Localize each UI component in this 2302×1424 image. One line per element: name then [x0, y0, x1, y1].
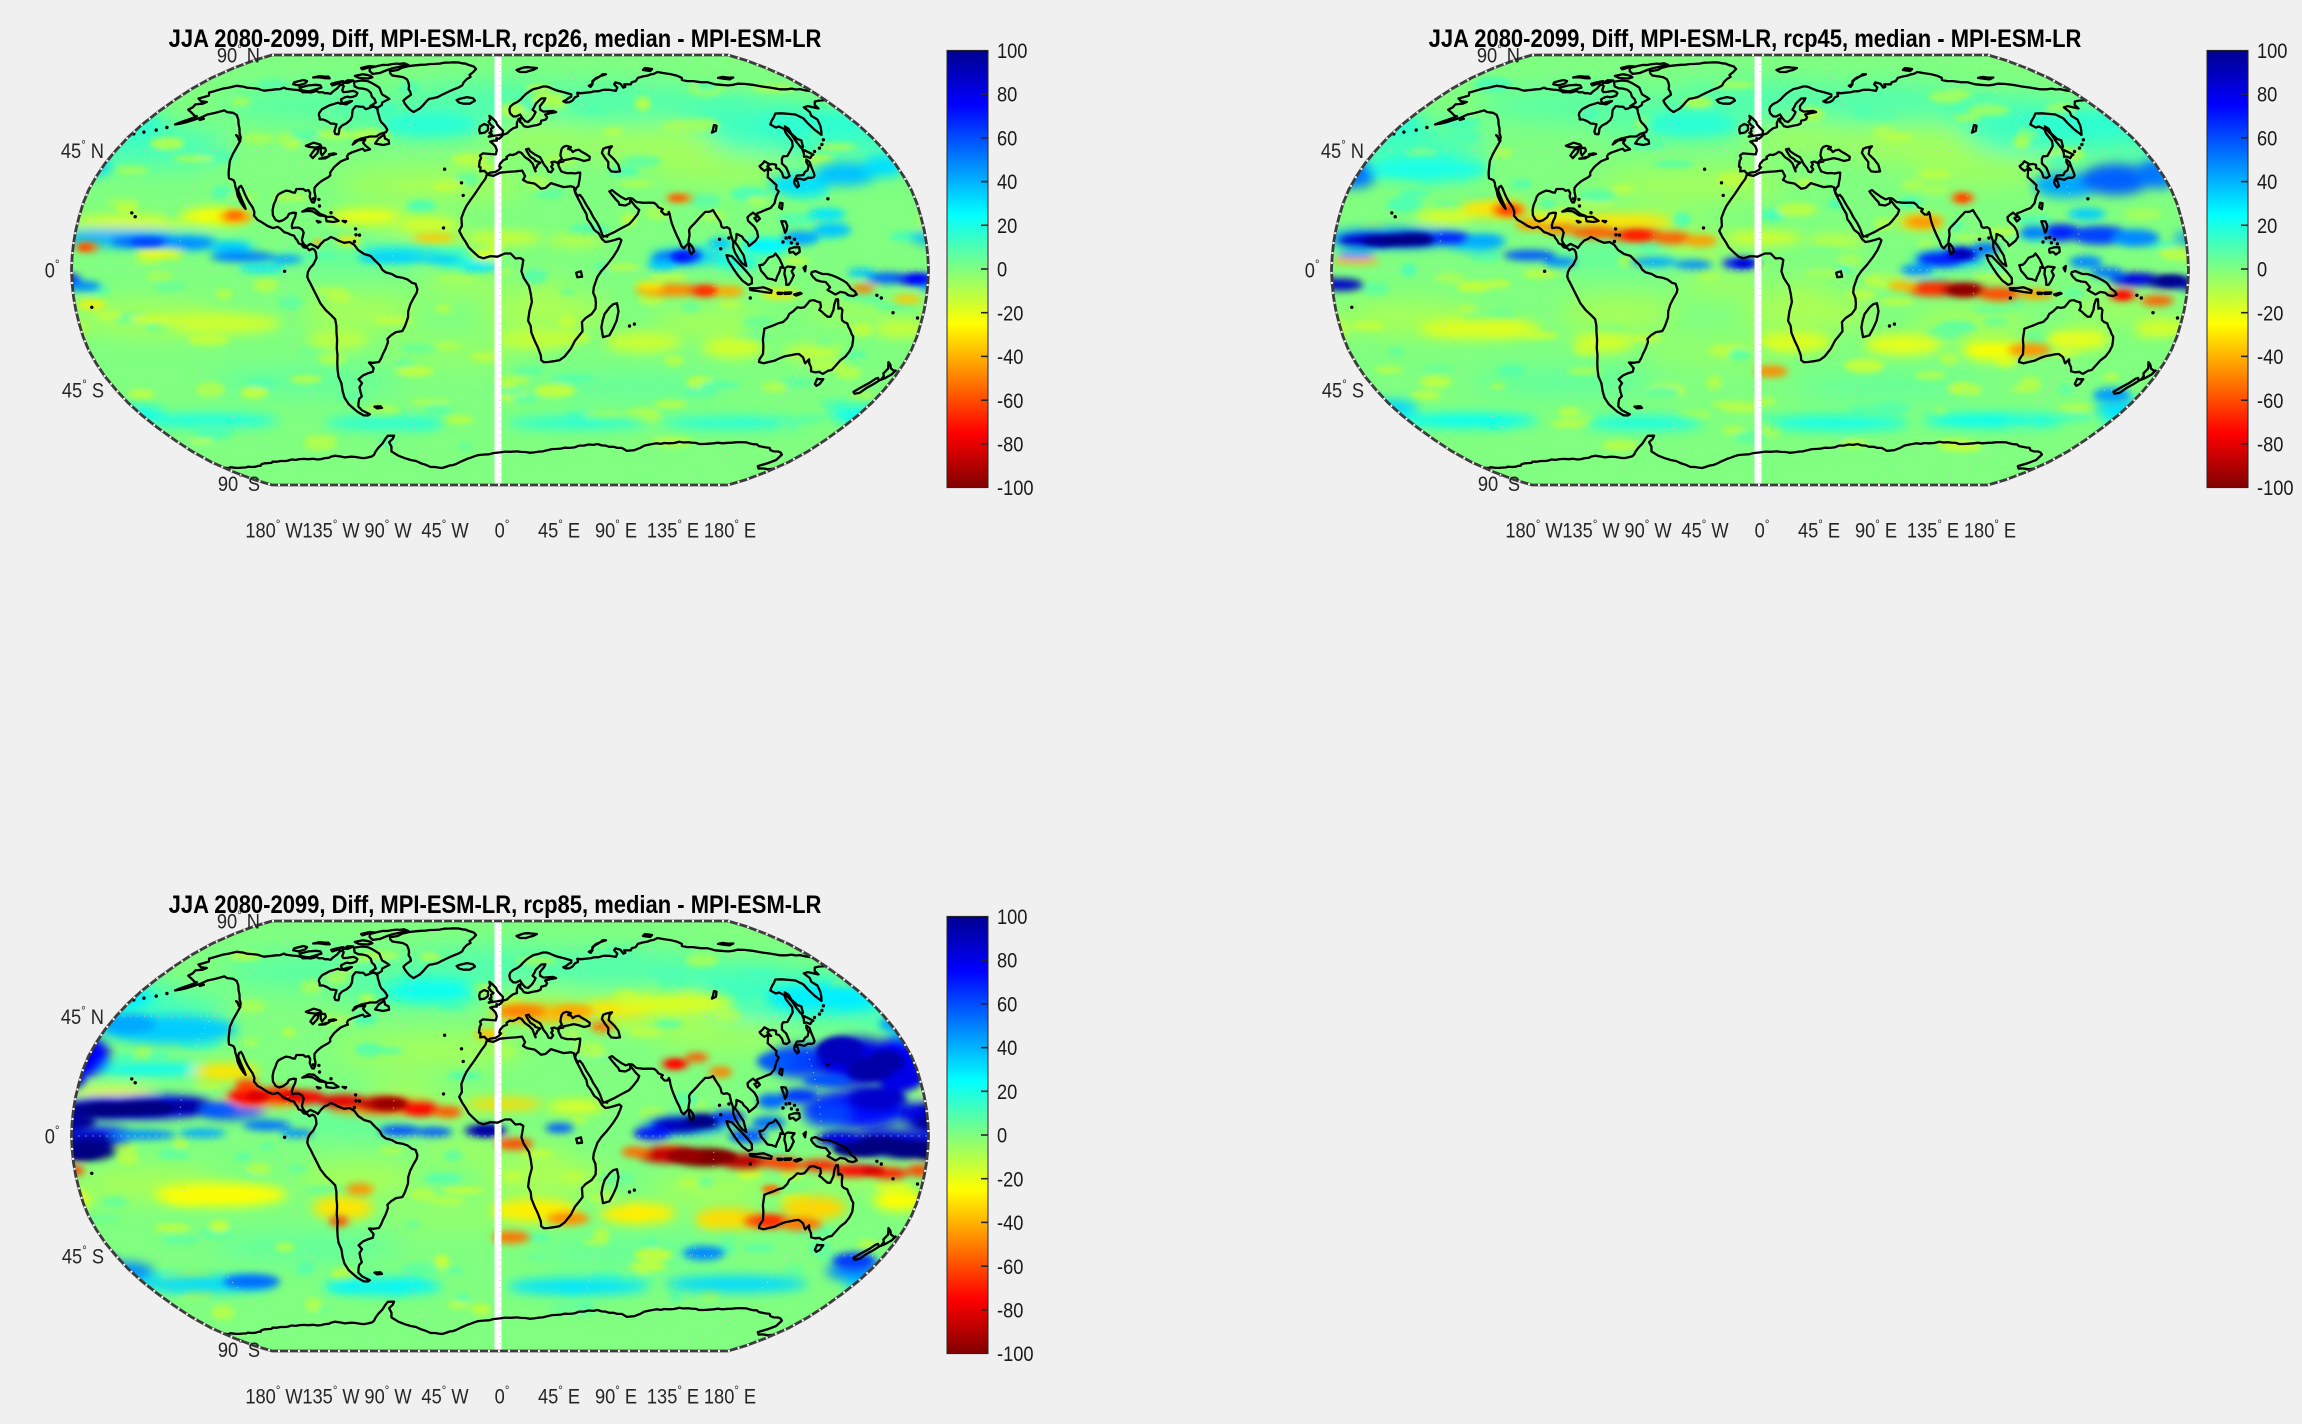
svg-text:90° S: 90° S: [218, 1336, 260, 1362]
svg-text:100: 100: [2257, 40, 2288, 63]
svg-text:90° E: 90° E: [595, 1383, 637, 1409]
svg-text:-100: -100: [997, 477, 1034, 500]
svg-text:-40: -40: [2257, 346, 2283, 369]
svg-text:45° E: 45° E: [1798, 517, 1840, 543]
svg-text:135° W: 135° W: [1562, 517, 1620, 543]
svg-text:-80: -80: [2257, 433, 2283, 456]
svg-text:135° W: 135° W: [302, 1383, 360, 1409]
svg-text:JJA 2080-2099, Diff, MPI-ESM-L: JJA 2080-2099, Diff, MPI-ESM-LR, rcp45, …: [1429, 25, 2082, 53]
svg-text:45° N: 45° N: [61, 1003, 104, 1029]
svg-text:45° N: 45° N: [61, 137, 104, 163]
svg-text:90° S: 90° S: [1478, 470, 1520, 496]
svg-text:80: 80: [2257, 84, 2277, 107]
svg-text:45° E: 45° E: [538, 1383, 580, 1409]
svg-text:-40: -40: [997, 1212, 1023, 1235]
svg-text:180° W: 180° W: [245, 517, 303, 543]
svg-text:0: 0: [997, 258, 1007, 281]
svg-text:45° S: 45° S: [62, 1243, 104, 1269]
svg-text:80: 80: [997, 950, 1017, 973]
svg-text:60: 60: [2257, 127, 2277, 150]
svg-text:0°: 0°: [1755, 517, 1770, 543]
svg-text:0: 0: [2257, 258, 2267, 281]
svg-text:90° N: 90° N: [1477, 42, 1520, 68]
svg-text:90° N: 90° N: [217, 908, 260, 934]
svg-text:90° W: 90° W: [1624, 517, 1672, 543]
svg-text:80: 80: [997, 84, 1017, 107]
svg-text:45° N: 45° N: [1321, 137, 1364, 163]
svg-text:180° E: 180° E: [1964, 517, 2016, 543]
svg-text:90° W: 90° W: [364, 517, 412, 543]
svg-text:90° W: 90° W: [364, 1383, 412, 1409]
svg-text:90° E: 90° E: [595, 517, 637, 543]
svg-text:0°: 0°: [495, 1383, 510, 1409]
svg-text:20: 20: [997, 1081, 1017, 1104]
svg-text:0°: 0°: [45, 1123, 60, 1149]
svg-text:135° E: 135° E: [647, 517, 699, 543]
svg-text:40: 40: [997, 1037, 1017, 1060]
svg-text:0: 0: [997, 1124, 1007, 1147]
svg-text:-100: -100: [2257, 477, 2294, 500]
svg-text:20: 20: [2257, 215, 2277, 238]
svg-text:45° S: 45° S: [1322, 377, 1364, 403]
svg-text:180° E: 180° E: [704, 1383, 756, 1409]
svg-text:100: 100: [997, 40, 1028, 63]
svg-text:40: 40: [2257, 171, 2277, 194]
svg-text:0°: 0°: [1305, 257, 1320, 283]
svg-text:-60: -60: [2257, 390, 2283, 413]
svg-text:45° W: 45° W: [421, 517, 469, 543]
svg-text:40: 40: [997, 171, 1017, 194]
svg-text:-20: -20: [2257, 302, 2283, 325]
svg-text:-40: -40: [997, 346, 1023, 369]
svg-text:JJA 2080-2099, Diff, MPI-ESM-L: JJA 2080-2099, Diff, MPI-ESM-LR, rcp85, …: [169, 891, 822, 919]
svg-text:135° W: 135° W: [302, 517, 360, 543]
svg-text:20: 20: [997, 215, 1017, 238]
svg-text:0°: 0°: [45, 257, 60, 283]
svg-text:-20: -20: [997, 302, 1023, 325]
svg-text:-60: -60: [997, 390, 1023, 413]
svg-text:45° E: 45° E: [538, 517, 580, 543]
svg-text:0°: 0°: [495, 517, 510, 543]
svg-text:60: 60: [997, 127, 1017, 150]
svg-text:-80: -80: [997, 1299, 1023, 1322]
svg-text:45° W: 45° W: [1681, 517, 1729, 543]
svg-text:135° E: 135° E: [647, 1383, 699, 1409]
svg-text:45° W: 45° W: [421, 1383, 469, 1409]
svg-text:-80: -80: [997, 433, 1023, 456]
svg-text:180° W: 180° W: [1505, 517, 1563, 543]
svg-text:-60: -60: [997, 1256, 1023, 1279]
svg-text:JJA 2080-2099, Diff, MPI-ESM-L: JJA 2080-2099, Diff, MPI-ESM-LR, rcp26, …: [169, 25, 822, 53]
svg-text:90° E: 90° E: [1855, 517, 1897, 543]
svg-text:-100: -100: [997, 1343, 1034, 1366]
svg-text:60: 60: [997, 993, 1017, 1016]
svg-text:180° W: 180° W: [245, 1383, 303, 1409]
svg-text:100: 100: [997, 906, 1028, 929]
svg-text:-20: -20: [997, 1168, 1023, 1191]
svg-text:90° N: 90° N: [217, 42, 260, 68]
svg-text:45° S: 45° S: [62, 377, 104, 403]
svg-text:90° S: 90° S: [218, 470, 260, 496]
svg-text:135° E: 135° E: [1907, 517, 1959, 543]
svg-text:180° E: 180° E: [704, 517, 756, 543]
